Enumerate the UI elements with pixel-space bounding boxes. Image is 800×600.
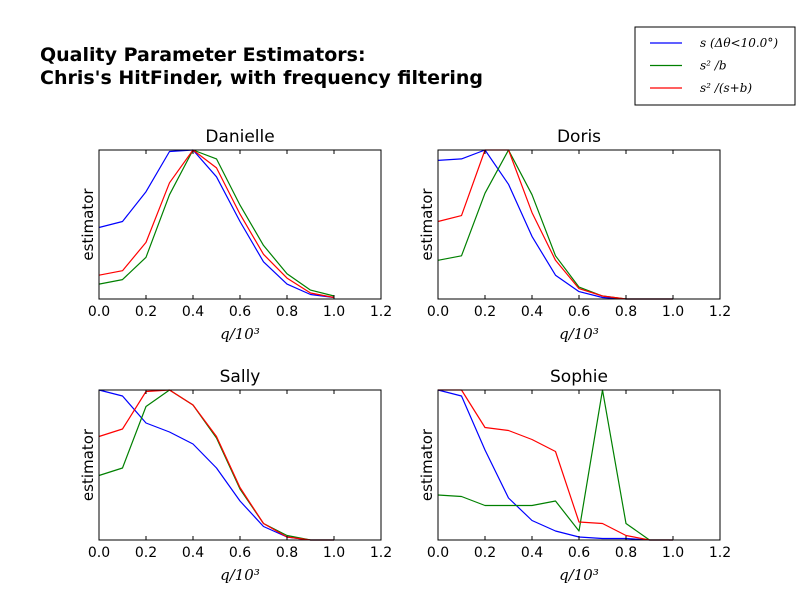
axes-frame (437, 389, 721, 541)
x-tick-label: 0.2 (474, 304, 496, 320)
y-axis-label: estimator (418, 428, 436, 501)
x-tick-label: 0.4 (182, 545, 204, 561)
figure-title-line-1: Quality Parameter Estimators: (40, 44, 366, 66)
subplot-title: Doris (557, 127, 601, 147)
series-line (438, 389, 673, 541)
legend-label: s² /(s+b) (700, 81, 752, 95)
x-tick-label: 0.0 (88, 304, 110, 320)
subplot-sally: 0.0 0.2 0.4 0.6 0.8 1.0 1.2 Sally q/10³ estimator (79, 367, 392, 584)
legend-label: s (Δθ<10.0°) (700, 36, 778, 50)
axes-frame (98, 389, 382, 541)
x-tick-label: 0.8 (276, 545, 298, 561)
x-axis-label: q/10³ (220, 566, 260, 584)
y-axis-label: estimator (79, 428, 97, 501)
subplot-sophie: 0.0 0.2 0.4 0.6 0.8 1.0 1.2 Sophie q/10³ estimato… (418, 367, 731, 584)
x-tick-label: 0.2 (135, 304, 157, 320)
subplot-title: Sally (220, 367, 261, 387)
x-tick-label: 0.0 (427, 304, 449, 320)
x-tick-label: 1.0 (662, 304, 684, 320)
x-tick-label: 0.2 (135, 545, 157, 561)
x-tick-label: 0.8 (615, 545, 637, 561)
subplot-doris: 0.0 0.2 0.4 0.6 0.8 1.0 1.2 Doris q/10³ estimator (418, 127, 731, 343)
x-tick-label: 0.6 (229, 304, 251, 320)
x-tick-label: 0.0 (88, 545, 110, 561)
x-tick-label: 1.2 (370, 304, 392, 320)
series-line (437, 389, 673, 541)
subplot-danielle: 0.0 0.2 0.4 0.6 0.8 1.0 1.2 Danielle q/10³ estima… (79, 127, 392, 343)
y-axis-label: estimator (79, 188, 97, 261)
subplot-title: Sophie (550, 367, 608, 387)
series-line (98, 389, 334, 541)
x-tick-label: 1.0 (323, 304, 345, 320)
subplot-title: Danielle (205, 127, 274, 147)
x-tick-label: 1.0 (662, 545, 684, 561)
x-tick-label: 0.6 (229, 545, 251, 561)
x-tick-label: 0.6 (568, 545, 590, 561)
x-axis-label: q/10³ (559, 325, 599, 343)
x-tick-label: 0.0 (427, 545, 449, 561)
figure-title-line-2: Chris's HitFinder, with frequency filter… (40, 67, 484, 89)
y-axis-label: estimator (418, 188, 436, 261)
x-tick-label: 0.4 (521, 545, 543, 561)
x-axis-label: q/10³ (220, 325, 260, 343)
x-tick-label: 0.2 (474, 545, 496, 561)
figure-title: Quality Parameter Estimators: Chris's Hi… (40, 44, 483, 90)
x-tick-label: 1.2 (709, 545, 731, 561)
series-line (437, 149, 673, 300)
series-line (98, 149, 335, 297)
x-axis-label: q/10³ (559, 566, 599, 584)
x-tick-label: 0.8 (615, 304, 637, 320)
legend-label: s² /b (700, 59, 727, 73)
axes-frame (437, 149, 721, 300)
x-tick-label: 0.8 (276, 304, 298, 320)
x-tick-label: 0.4 (521, 304, 543, 320)
x-tick-label: 1.0 (323, 545, 345, 561)
subplot-grid: 0.0 0.2 0.4 0.6 0.8 1.0 1.2 Danielle q/10³ estima… (79, 127, 731, 584)
axes-frame (98, 149, 382, 300)
series-line (98, 389, 334, 541)
series-line (98, 389, 334, 541)
series-line (98, 149, 335, 299)
series-line (437, 389, 673, 541)
series-line (98, 149, 335, 299)
x-tick-label: 0.4 (182, 304, 204, 320)
x-tick-label: 1.2 (370, 545, 392, 561)
x-tick-label: 0.6 (568, 304, 590, 320)
x-tick-label: 1.2 (709, 304, 731, 320)
legend: s (Δθ<10.0°) s² /b s² /(s+b) (634, 26, 796, 106)
